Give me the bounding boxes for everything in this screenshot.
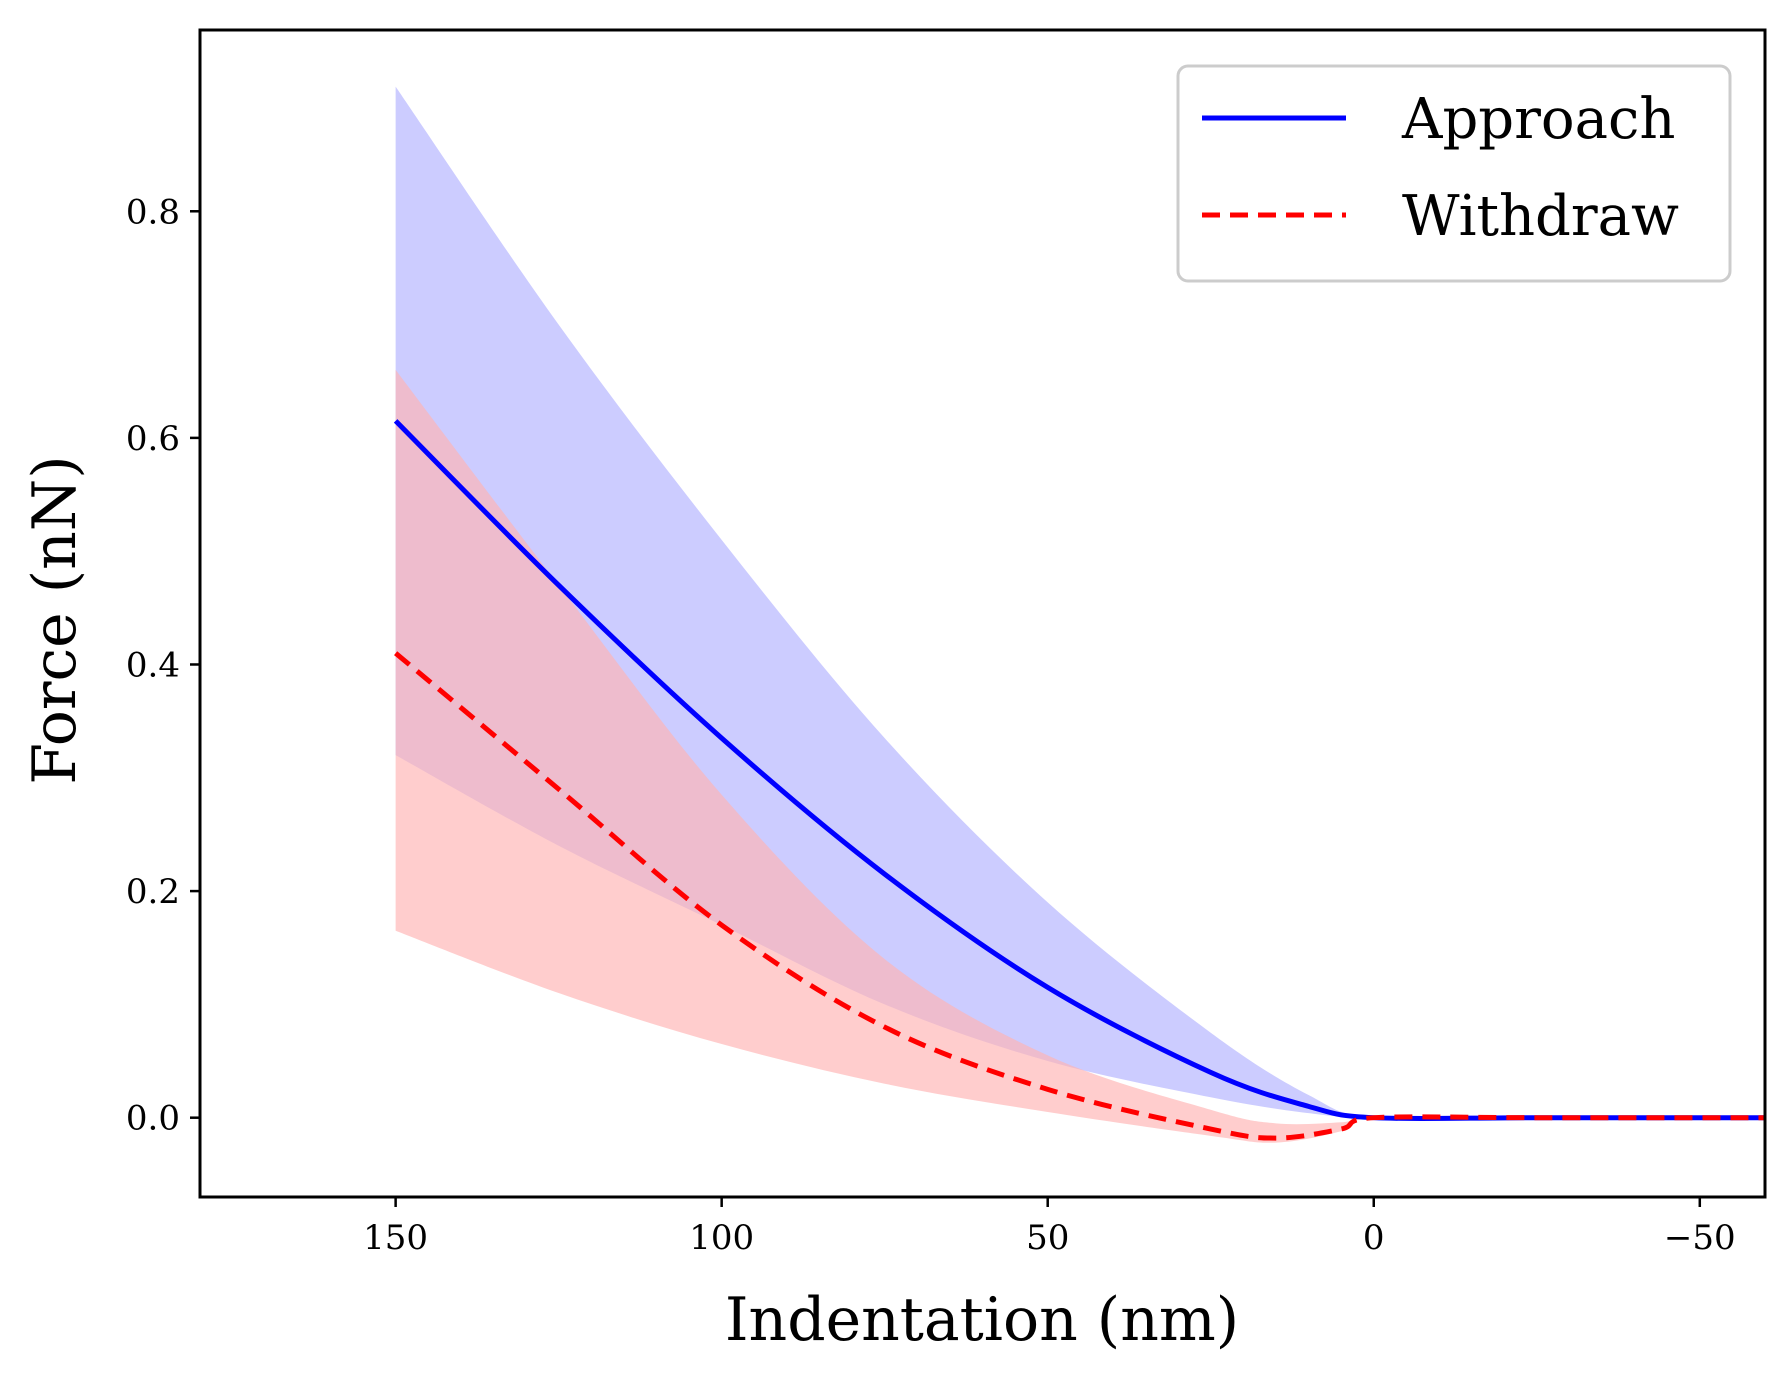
legend-label-withdraw: Withdraw [1402,184,1679,249]
legend: Approach Withdraw [1176,64,1732,283]
series-lines [393,419,1765,1141]
x-tick-label: 150 [363,1218,428,1258]
y-axis-title: Force (nN) [20,455,90,784]
band-withdraw [395,369,1765,1143]
x-tick-label: 100 [689,1218,754,1258]
line-approach [393,419,1765,1122]
x-tick-label: 50 [1026,1218,1069,1258]
axes: 150 100 50 0 −50 0.0 0.2 0.4 0.6 0.8 [126,28,1767,1258]
x-tick-label: −50 [1664,1218,1736,1258]
line-withdraw [394,651,1765,1141]
y-tick-label: 0.6 [126,419,180,459]
y-tick-label: 0.2 [126,872,180,912]
y-tick-label: 0.4 [126,645,180,685]
confidence-bands [395,86,1765,1143]
y-tick-label: 0.0 [126,1099,180,1139]
x-tick-label: 0 [1363,1218,1385,1258]
y-tick-label: 0.8 [126,192,180,232]
x-axis-title: Indentation (nm) [725,1285,1239,1355]
legend-label-approach: Approach [1401,87,1675,152]
plot-frame [198,28,1767,1199]
